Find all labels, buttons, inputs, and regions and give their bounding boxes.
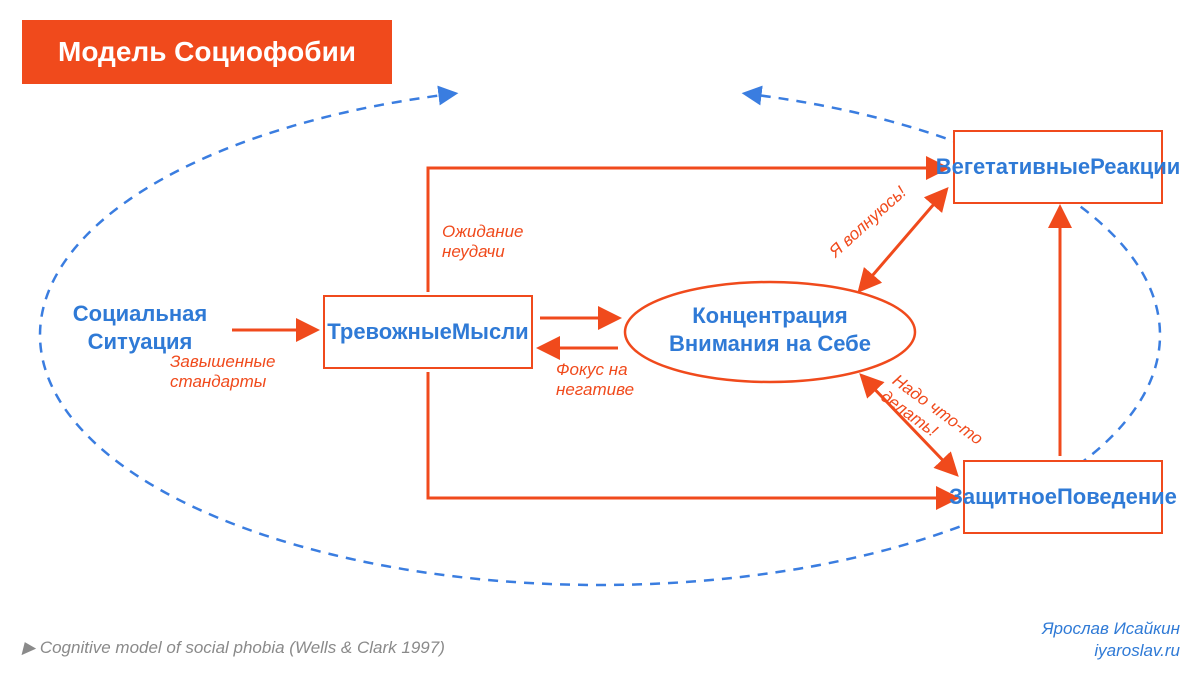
footer-author-url: iyaroslav.ru (1042, 640, 1180, 662)
title-text: Модель Социофобии (58, 36, 356, 68)
footer-marker-icon: ▶ (22, 638, 35, 657)
footer-author-name: Ярослав Исайкин (1042, 618, 1180, 640)
node-focus-label: КонцентрацияВнимания на Себе (635, 302, 905, 357)
node-thoughts: ТревожныеМысли (323, 295, 533, 369)
edge-label-standards: Завышенныестандарты (170, 352, 276, 393)
edge-label-negative: Фокус нанегативе (556, 360, 634, 401)
footer-citation: ▶ Cognitive model of social phobia (Well… (22, 638, 445, 658)
edge-label-worried: Я волнуюсь! (826, 182, 911, 262)
title-banner: Модель Социофобии (22, 20, 392, 84)
edge-label-expectation: Ожиданиенеудачи (442, 222, 524, 263)
edge-label-dosomething: Надо что-тоделать! (876, 371, 986, 467)
footer-citation-text: Cognitive model of social phobia (Wells … (40, 638, 445, 657)
node-vegetative: ВегетативныеРеакции (953, 130, 1163, 204)
footer-author: Ярослав Исайкин iyaroslav.ru (1042, 618, 1180, 662)
node-defense: ЗащитноеПоведение (963, 460, 1163, 534)
node-situation: СоциальнаяСитуация (50, 300, 230, 355)
